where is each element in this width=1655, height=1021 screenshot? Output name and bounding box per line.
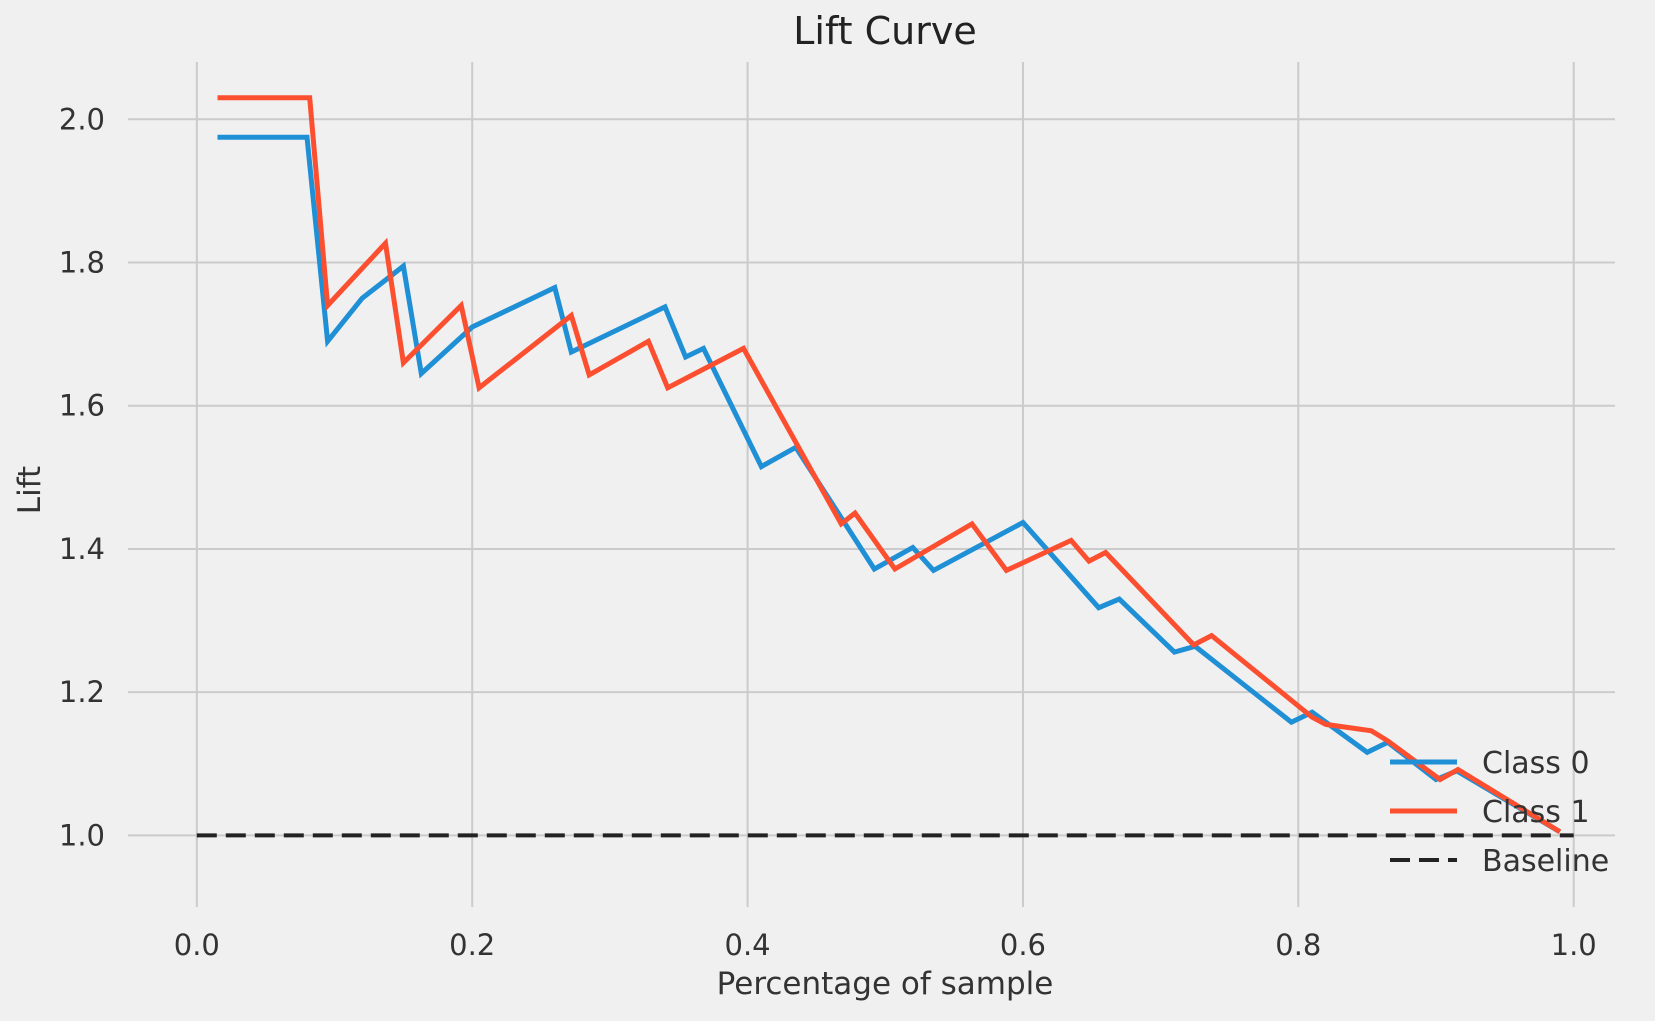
tick-labels: 0.0 0.2 0.4 0.6 0.8 1.0 1.0 1.2 1.4 1.6 1.8 2.0	[59, 102, 1597, 962]
series-layer	[196, 95, 1574, 838]
series-line-class-1	[217, 95, 1562, 834]
legend-label: Class 1	[1482, 795, 1590, 830]
legend-label: Class 0	[1482, 746, 1590, 781]
y-tick-label: 2.0	[59, 102, 105, 136]
y-axis-label: Lift	[12, 466, 48, 514]
x-axis-label: Percentage of sample	[717, 966, 1054, 1002]
x-tick-label: 0.8	[1275, 928, 1321, 962]
y-tick-label: 1.8	[59, 246, 105, 280]
y-tick-label: 1.0	[59, 818, 105, 852]
x-tick-label: 0.6	[1000, 928, 1046, 962]
chart-title: Lift Curve	[793, 9, 977, 53]
x-tick-label: 0.4	[725, 928, 771, 962]
y-tick-label: 1.6	[59, 389, 105, 423]
x-tick-label: 0.2	[449, 928, 495, 962]
x-tick-label: 1.0	[1551, 928, 1597, 962]
legend-label: Baseline	[1482, 844, 1609, 879]
y-tick-label: 1.4	[59, 532, 105, 566]
legend: Class 0 Class 1 Baseline	[1390, 746, 1609, 879]
x-tick-label: 0.0	[174, 928, 220, 962]
y-tick-label: 1.2	[59, 675, 105, 709]
